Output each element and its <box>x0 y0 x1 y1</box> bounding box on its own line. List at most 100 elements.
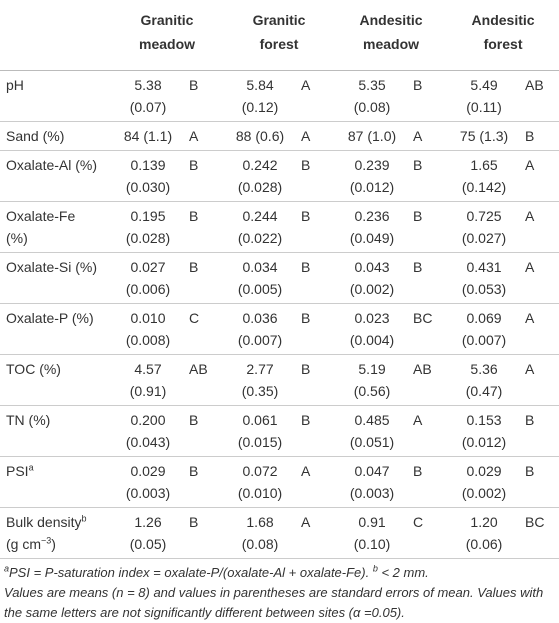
row-label: Oxalate-Al (%) <box>0 151 111 202</box>
text: (g cm <box>6 536 41 552</box>
value-line: 0.029 <box>466 463 502 479</box>
value-line: (0.053) <box>461 281 507 297</box>
superscript: a <box>28 462 34 473</box>
value-line: (0.012) <box>349 179 395 195</box>
value-line: (0.007) <box>237 332 283 348</box>
group-letter: AB <box>413 361 432 377</box>
header-corner <box>0 0 111 71</box>
value-line: 1.65 <box>470 157 498 173</box>
row-label: TN (%) <box>0 406 111 457</box>
value-line: (0.08) <box>353 99 391 115</box>
group-letter: B <box>189 412 199 428</box>
superscript: b <box>81 513 87 524</box>
value-line: 0.139 <box>130 157 166 173</box>
value-line: 0.036 <box>242 310 278 326</box>
table-row: Sand (%) 84 (1.1) A 88 (0.6) A 87 (1.0) A 75 (1… <box>0 122 559 151</box>
row-label: Oxalate-Si (%) <box>0 253 111 304</box>
table-row: TN (%) 0.200 (0.043) B 0.061 (0.015) B 0.485 (0.… <box>0 406 559 457</box>
text: (%) <box>6 230 28 246</box>
label-line: Oxalate-P (%) <box>6 307 111 329</box>
text: Oxalate-P (%) <box>6 310 94 326</box>
value-cell: 5.84 (0.12) <box>223 71 297 122</box>
header-line: Andesitic <box>359 12 423 28</box>
group-letter: B <box>413 259 423 275</box>
value-cell: 5.35 (0.08) <box>335 71 409 122</box>
group-letter: B <box>525 463 535 479</box>
row-label: Oxalate-P (%) <box>0 304 111 355</box>
value-line: 5.84 <box>246 77 274 93</box>
group-letter: B <box>189 208 199 224</box>
value-cell: 0.242 (0.028) <box>223 151 297 202</box>
value-cell: 0.036 (0.007) <box>223 304 297 355</box>
header-line: forest <box>259 36 299 52</box>
table-row: pH 5.38 (0.07) B 5.84 (0.12) A 5.35 (0.08) B 5.49 (… <box>0 71 559 122</box>
label-line: TN (%) <box>6 409 111 431</box>
footnotes: aPSI = P-saturation index = oxalate-P/(o… <box>0 559 559 623</box>
label-line: pH <box>6 74 111 96</box>
group-letter: BC <box>413 310 433 326</box>
value-line: (0.47) <box>465 383 503 399</box>
text: Oxalate-Fe <box>6 208 76 224</box>
table-row: Bulk densityb (g cm−3) 1.26 (0.05) B 1.68 (0.0… <box>0 508 559 559</box>
value-line: (0.049) <box>349 230 395 246</box>
value-cell: 0.069 (0.007) <box>447 304 521 355</box>
value-cell: 0.027 (0.006) <box>111 253 185 304</box>
footnote: Values are means (n = 8) and values in p… <box>4 583 555 623</box>
group-letter: A <box>525 259 535 275</box>
group-letter: B <box>413 463 423 479</box>
value-line: 0.153 <box>466 412 502 428</box>
value-cell: 4.57 (0.91) <box>111 355 185 406</box>
group-letter: BC <box>525 514 545 530</box>
value-line: 5.36 <box>470 361 498 377</box>
value-line: 0.061 <box>242 412 278 428</box>
header-row: Granitic meadow Granitic forest Andesitic mea… <box>0 0 559 71</box>
value-line: 0.91 <box>358 514 386 530</box>
group-letter: B <box>301 412 311 428</box>
label-line: Oxalate-Fe <box>6 205 111 227</box>
group-letter: A <box>413 128 423 144</box>
value-line: (0.003) <box>349 485 395 501</box>
value-cell: 0.139 (0.030) <box>111 151 185 202</box>
value-line: (0.030) <box>125 179 171 195</box>
value-cell: 0.034 (0.005) <box>223 253 297 304</box>
value-line: (0.008) <box>125 332 171 348</box>
group-letter: B <box>301 361 311 377</box>
value-line: 0.236 <box>354 208 390 224</box>
value-cell: 0.725 (0.027) <box>447 202 521 253</box>
value-line: 84 (1.1) <box>123 128 173 144</box>
value-line: 0.431 <box>466 259 502 275</box>
value-line: 88 (0.6) <box>235 128 285 144</box>
text: Values are means (n = 8) and values in p… <box>4 585 544 620</box>
value-cell: 84 (1.1) <box>111 122 185 151</box>
value-line: (0.35) <box>241 383 279 399</box>
superscript: b <box>372 563 378 574</box>
value-cell: 0.236 (0.049) <box>335 202 409 253</box>
value-line: (0.005) <box>237 281 283 297</box>
value-line: (0.027) <box>461 230 507 246</box>
value-line: 0.239 <box>354 157 390 173</box>
label-line: Sand (%) <box>6 125 111 147</box>
group-letter: B <box>525 128 535 144</box>
value-line: 0.010 <box>130 310 166 326</box>
group-letter: A <box>413 412 423 428</box>
text: Sand (%) <box>6 128 65 144</box>
value-line: 0.244 <box>242 208 278 224</box>
group-letter: A <box>525 208 535 224</box>
table-body: pH 5.38 (0.07) B 5.84 (0.12) A 5.35 (0.08) B 5.49 (… <box>0 71 559 559</box>
text: TN (%) <box>6 412 51 428</box>
value-line: 5.19 <box>358 361 386 377</box>
value-line: 5.38 <box>134 77 162 93</box>
value-line: 2.77 <box>246 361 274 377</box>
value-line: (0.028) <box>237 179 283 195</box>
superscript: −3 <box>41 535 52 546</box>
group-letter: B <box>413 157 423 173</box>
group-letter: B <box>301 310 311 326</box>
label-line: Oxalate-Al (%) <box>6 154 111 176</box>
text: Bulk density <box>6 514 82 530</box>
value-cell: 5.49 (0.11) <box>447 71 521 122</box>
value-line: 0.023 <box>354 310 390 326</box>
table-header: Granitic meadow Granitic forest Andesitic mea… <box>0 0 559 71</box>
group-letter: B <box>189 77 199 93</box>
group-letter: B <box>189 259 199 275</box>
value-line: (0.022) <box>237 230 283 246</box>
